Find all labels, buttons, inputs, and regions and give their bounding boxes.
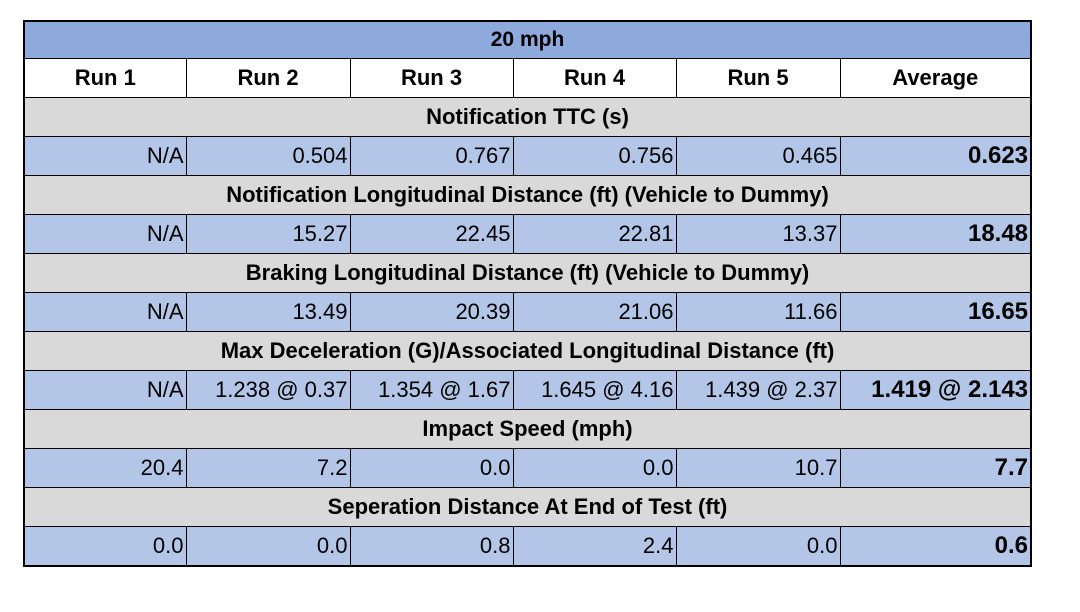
run-value-cell: 1.645 @ 4.16 xyxy=(512,370,677,410)
title-row: 20 mph xyxy=(23,20,1032,59)
column-header: Run 2 xyxy=(185,58,351,98)
column-header-average: Average xyxy=(839,58,1032,98)
section-label: Notification Longitudinal Distance (ft) … xyxy=(23,175,1032,215)
column-header: Run 5 xyxy=(675,58,841,98)
run-value-cell: 15.27 xyxy=(185,214,351,254)
run-value-cell: 0.0 xyxy=(349,448,514,488)
table-title: 20 mph xyxy=(23,20,1032,59)
run-value-cell: 7.2 xyxy=(185,448,351,488)
run-value-cell: 20.39 xyxy=(349,292,514,332)
run-value-cell: 0.465 xyxy=(675,136,841,176)
section-values-row: N/A 0.504 0.767 0.756 0.465 0.623 xyxy=(23,136,1032,176)
run-value-cell: 22.81 xyxy=(512,214,677,254)
section-label-row: Impact Speed (mph) xyxy=(23,409,1032,449)
average-value-cell: 18.48 xyxy=(839,214,1032,254)
run-value-cell: 1.439 @ 2.37 xyxy=(675,370,841,410)
run-value-cell: 0.0 xyxy=(23,526,187,567)
run-value-cell: N/A xyxy=(23,136,187,176)
run-value-cell: 22.45 xyxy=(349,214,514,254)
run-value-cell: N/A xyxy=(23,292,187,332)
header-row: Run 1 Run 2 Run 3 Run 4 Run 5 Average xyxy=(23,58,1032,98)
section-label: Seperation Distance At End of Test (ft) xyxy=(23,487,1032,527)
run-value-cell: 0.756 xyxy=(512,136,677,176)
average-value-cell: 7.7 xyxy=(839,448,1032,488)
column-header: Run 3 xyxy=(349,58,514,98)
section-label: Braking Longitudinal Distance (ft) (Vehi… xyxy=(23,253,1032,293)
section-label-row: Notification Longitudinal Distance (ft) … xyxy=(23,175,1032,215)
column-header: Run 1 xyxy=(23,58,187,98)
average-value-cell: 0.6 xyxy=(839,526,1032,567)
average-value-cell: 0.623 xyxy=(839,136,1032,176)
run-value-cell: N/A xyxy=(23,370,187,410)
section-label-row: Notification TTC (s) xyxy=(23,97,1032,137)
section-label: Impact Speed (mph) xyxy=(23,409,1032,449)
run-value-cell: 0.8 xyxy=(349,526,514,567)
run-value-cell: 1.238 @ 0.37 xyxy=(185,370,351,410)
run-value-cell: 21.06 xyxy=(512,292,677,332)
results-table: 20 mph Run 1 Run 2 Run 3 Run 4 Run 5 Ave… xyxy=(23,20,1033,567)
section-values-row: N/A 13.49 20.39 21.06 11.66 16.65 xyxy=(23,292,1032,332)
section-label-row: Max Deceleration (G)/Associated Longitud… xyxy=(23,331,1032,371)
run-value-cell: 0.0 xyxy=(185,526,351,567)
run-value-cell: 2.4 xyxy=(512,526,677,567)
section-label-row: Seperation Distance At End of Test (ft) xyxy=(23,487,1032,527)
run-value-cell: 0.0 xyxy=(675,526,841,567)
run-value-cell: 0.504 xyxy=(185,136,351,176)
run-value-cell: 20.4 xyxy=(23,448,187,488)
section-label-row: Braking Longitudinal Distance (ft) (Vehi… xyxy=(23,253,1032,293)
run-value-cell: 0.0 xyxy=(512,448,677,488)
run-value-cell: 0.767 xyxy=(349,136,514,176)
average-value-cell: 1.419 @ 2.143 xyxy=(839,370,1032,410)
average-value-cell: 16.65 xyxy=(839,292,1032,332)
section-label: Notification TTC (s) xyxy=(23,97,1032,137)
column-header: Run 4 xyxy=(512,58,677,98)
run-value-cell: 13.49 xyxy=(185,292,351,332)
run-value-cell: N/A xyxy=(23,214,187,254)
run-value-cell: 11.66 xyxy=(675,292,841,332)
section-label: Max Deceleration (G)/Associated Longitud… xyxy=(23,331,1032,371)
section-values-row: N/A 15.27 22.45 22.81 13.37 18.48 xyxy=(23,214,1032,254)
section-values-row: N/A 1.238 @ 0.37 1.354 @ 1.67 1.645 @ 4.16 1… xyxy=(23,370,1032,410)
section-values-row: 0.0 0.0 0.8 2.4 0.0 0.6 xyxy=(23,526,1032,567)
section-values-row: 20.4 7.2 0.0 0.0 10.7 7.7 xyxy=(23,448,1032,488)
run-value-cell: 10.7 xyxy=(675,448,841,488)
run-value-cell: 13.37 xyxy=(675,214,841,254)
run-value-cell: 1.354 @ 1.67 xyxy=(349,370,514,410)
